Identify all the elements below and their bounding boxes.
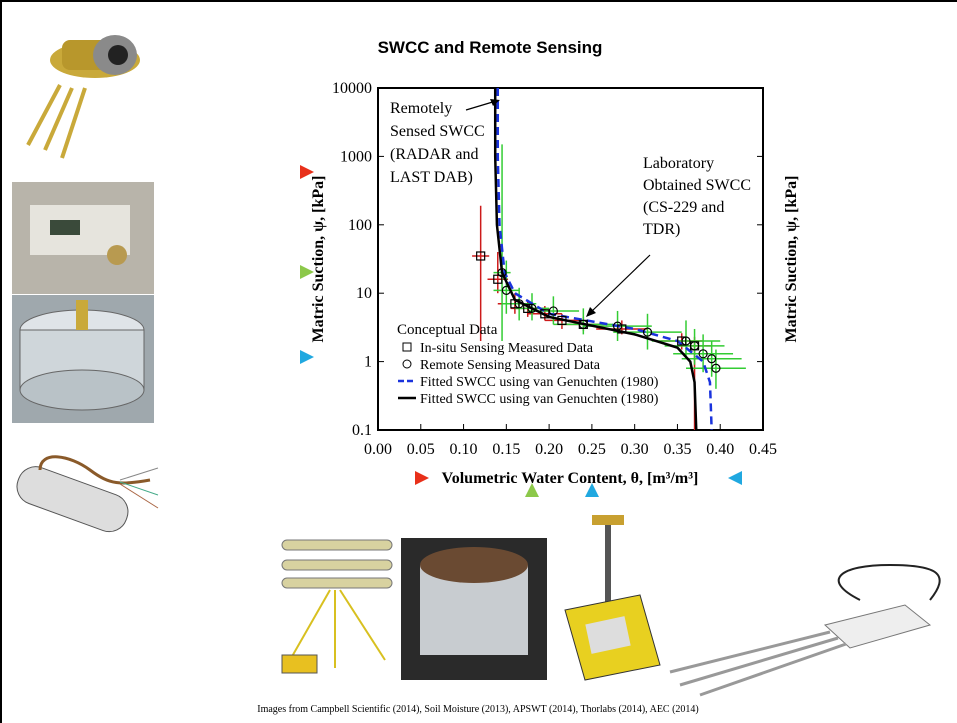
footer: Images from Campbell Scientific (2014), … [257, 704, 699, 715]
annotation: (RADAR and [390, 146, 478, 163]
x-axis-label: Volumetric Water Content, θ, [m³/m³] [442, 470, 699, 487]
nuclear-gauge-image [565, 515, 660, 680]
meter-image [12, 182, 154, 294]
annotation: Laboratory [643, 155, 714, 172]
pressure-cell-image [12, 295, 154, 423]
y-tick-label: 10000 [332, 80, 372, 97]
legend-label: Fitted SWCC using van Genuchten (1980) [420, 375, 659, 390]
legend-title: Conceptual Data [397, 322, 498, 338]
y2-axis-label: Matric Suction, ψ, [kPa] [783, 176, 800, 343]
x-tick-label: 0.40 [706, 441, 734, 458]
x-tick-label: 0.35 [663, 441, 691, 458]
x-tick-label: 0.25 [578, 441, 606, 458]
annotation: TDR) [643, 221, 680, 238]
chart: SWCC and Remote Sensing [0, 0, 957, 723]
annotation: Sensed SWCC [390, 123, 485, 140]
pointer [300, 350, 314, 364]
y-tick-label: 100 [348, 217, 372, 234]
chart-title: SWCC and Remote Sensing [378, 38, 603, 57]
y-tick-label: 1000 [340, 148, 372, 165]
x-tick-label: 0.30 [621, 441, 649, 458]
annotation: Obtained SWCC [643, 177, 751, 194]
legend-symbol [403, 360, 411, 368]
y-tick-label: 0.1 [352, 422, 372, 439]
x-tick-label: 0.20 [535, 441, 563, 458]
tripod-sensor-image [282, 540, 392, 673]
annotation: LAST DAB) [390, 169, 473, 186]
soil-sample-image [401, 538, 547, 680]
tdr-probe-image [670, 565, 940, 695]
legend-symbol [403, 343, 411, 351]
x-tick-label: 0.15 [492, 441, 520, 458]
y-axis-label: Matric Suction, ψ, [kPa] [310, 176, 327, 343]
legend-label: In-situ Sensing Measured Data [420, 341, 594, 356]
legend-label: Remote Sensing Measured Data [420, 358, 601, 373]
pointer [415, 471, 429, 485]
legend-label: Fitted SWCC using van Genuchten (1980) [420, 392, 659, 407]
x-tick-label: 0.00 [364, 441, 392, 458]
x-tick-label: 0.10 [450, 441, 478, 458]
annotation-arrow [590, 255, 650, 313]
y-tick-label: 10 [356, 285, 372, 302]
x-tick-label: 0.45 [749, 441, 777, 458]
pointer [728, 471, 742, 485]
y-tick-label: 1 [364, 354, 372, 371]
laser-diode-image [28, 35, 140, 158]
annotation: Remotely [390, 100, 452, 117]
probe-image [12, 457, 158, 537]
x-tick-label: 0.05 [407, 441, 435, 458]
annotation: (CS-229 and [643, 199, 724, 216]
slide: SWCC and Remote Sensing [0, 0, 957, 723]
